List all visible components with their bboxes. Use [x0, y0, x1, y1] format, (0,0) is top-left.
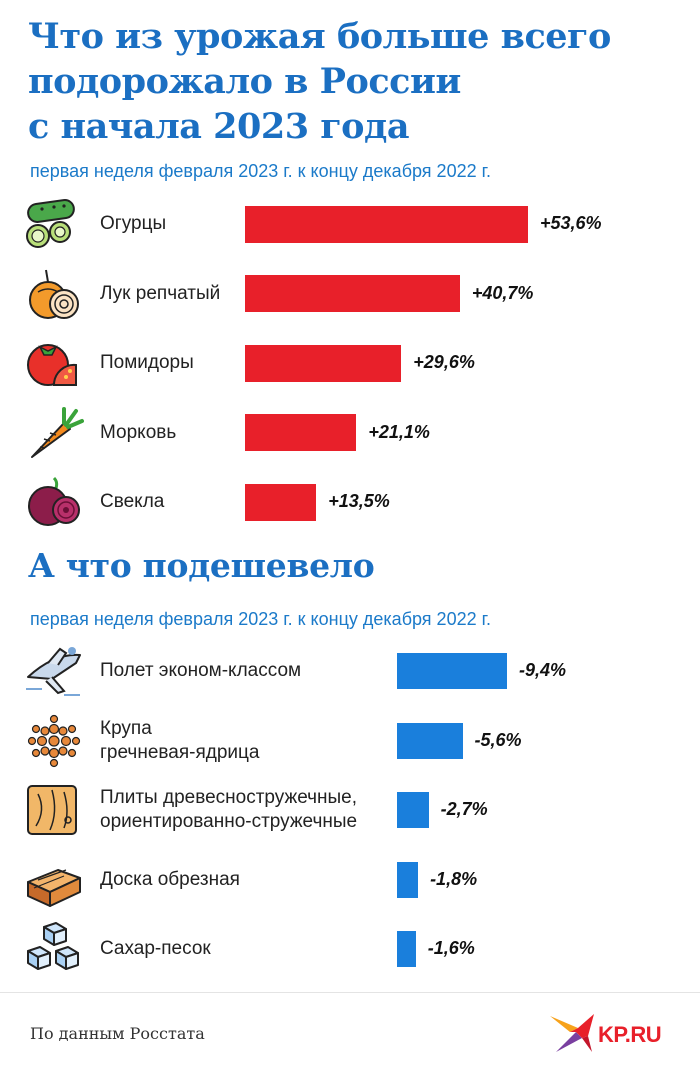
title-line-3: с начала 2023 года: [28, 106, 410, 147]
subtitle-price-increase: первая неделя февраля 2023 г. к концу де…: [30, 161, 491, 181]
bar: [245, 205, 528, 243]
airplane-icon: [24, 643, 84, 699]
value-label: -1,8%: [430, 868, 478, 889]
bar: [397, 653, 507, 689]
chipboard-icon: [24, 782, 84, 838]
carrot-icon: [24, 405, 84, 461]
price-increase-row: Лук репчатый +40,7%: [0, 264, 700, 324]
value-label: -9,4%: [519, 660, 567, 680]
price-decrease-row: Сахар-песок -1,6%: [0, 919, 700, 979]
category-label: Морковь: [100, 421, 177, 443]
title-line-2: подорожало в России: [28, 61, 461, 102]
category-label: Огурцы: [100, 213, 167, 234]
bar: [397, 722, 463, 759]
bar: [245, 275, 460, 312]
category-label: Лук репчатый: [100, 282, 221, 304]
value-label: +40,7%: [471, 282, 534, 303]
bar: [245, 414, 357, 451]
value-label: +13,5%: [328, 491, 390, 511]
category-label: Сахар-песок: [100, 938, 211, 959]
value-label: -5,6%: [474, 729, 522, 750]
price-increase-row: Свекла +13,5%: [0, 472, 700, 532]
price-increase-row: Помидоры +29,6%: [0, 333, 700, 393]
title-line-1: Что из урожая больше всего: [28, 16, 611, 57]
source-note: По данным Росстата: [30, 1024, 205, 1043]
logo-text: KP.RU: [598, 1022, 662, 1047]
bar: [245, 344, 402, 382]
price-decrease-row: Доска обрезная -1,8%: [0, 850, 700, 910]
bar: [245, 483, 317, 521]
value-label: +21,1%: [368, 421, 430, 442]
price-decrease-row: Крупа гречневая-ядрица -5,6%: [0, 711, 700, 771]
value-label: -2,7%: [440, 799, 488, 819]
value-label: +53,6%: [540, 213, 602, 233]
buckwheat-icon: [24, 713, 84, 769]
category-label: Доска обрезная: [100, 868, 240, 890]
category-label: Полет эконом-классом: [100, 660, 302, 681]
beet-icon: [24, 474, 84, 530]
lumber-icon: [24, 852, 84, 908]
category-label: Свекла: [100, 491, 165, 512]
onion-icon: [24, 266, 84, 322]
price-decrease-row: Плиты древесностружечные, ориентированно…: [0, 780, 700, 840]
sugar-cubes-icon: [24, 921, 84, 977]
tomato-icon: [24, 335, 84, 391]
kp-logo-icon: [550, 1014, 594, 1052]
subtitle-price-decrease: первая неделя февраля 2023 г. к концу де…: [30, 609, 491, 629]
price-decrease-row: Полет эконом-классом -9,4%: [0, 641, 700, 701]
value-label: -1,6%: [427, 938, 475, 958]
category-label: Крупа гречневая-ядрица: [100, 717, 260, 763]
bar: [397, 792, 429, 828]
bar: [397, 931, 416, 967]
page-title: Что из урожая больше всего подорожало в …: [28, 14, 688, 149]
value-label: +29,6%: [413, 352, 475, 372]
category-label: Плиты древесностружечные, ориентированно…: [100, 787, 358, 832]
price-increase-row: Огурцы +53,6%: [0, 194, 700, 254]
footer-divider: [0, 992, 700, 993]
section-title-price-decrease: А что подешевело: [28, 546, 375, 585]
bar: [397, 861, 419, 898]
price-increase-row: Морковь +21,1%: [0, 403, 700, 463]
category-label: Помидоры: [100, 352, 194, 373]
cucumber-icon: [24, 196, 84, 252]
